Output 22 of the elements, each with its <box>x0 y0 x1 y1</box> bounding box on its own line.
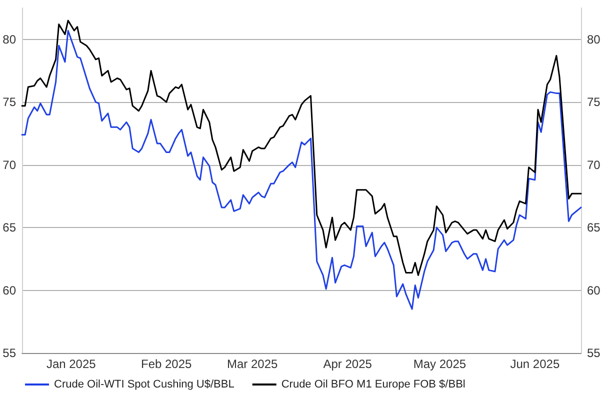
y2-tick-label: 60 <box>587 283 601 298</box>
x-tick-label: Apr 2025 <box>323 357 372 371</box>
x-tick-label: Feb 2025 <box>141 357 192 371</box>
y2-tick-label: 75 <box>587 95 601 110</box>
x-tick-label: May 2025 <box>413 357 466 371</box>
legend-label: Crude Oil BFO M1 Europe FOB $/BBl <box>281 378 466 390</box>
legend-label: Crude Oil-WTI Spot Cushing U$/BBL <box>54 378 234 390</box>
y2-tick-label: 80 <box>587 32 601 46</box>
y-tick-label: 80 <box>2 32 16 46</box>
y-tick-label: 75 <box>2 95 16 110</box>
x-tick-label: Jun 2025 <box>510 357 560 371</box>
y-tick-label: 65 <box>2 220 16 235</box>
y2-tick-label: 55 <box>587 346 601 360</box>
line-series <box>21 20 582 276</box>
x-tick-label: Jan 2025 <box>46 357 96 371</box>
y2-tick-label: 65 <box>587 220 601 235</box>
x-tick-label: Mar 2025 <box>227 357 278 371</box>
y-tick-label: 55 <box>2 346 16 360</box>
y-tick-label: 70 <box>2 158 16 172</box>
y-tick-label: 60 <box>2 283 16 298</box>
y2-tick-label: 70 <box>587 158 601 172</box>
line-series <box>21 30 582 310</box>
